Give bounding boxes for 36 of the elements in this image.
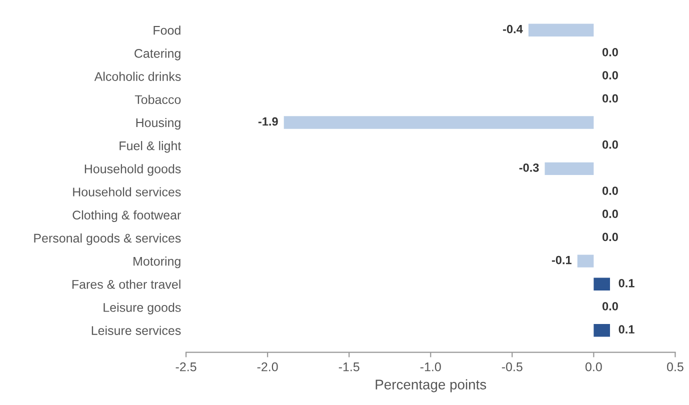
y-tick-label: Motoring xyxy=(134,256,180,268)
x-tick-label: -1.0 xyxy=(420,362,441,372)
data-label: 0.0 xyxy=(602,48,618,56)
x-tick-label: -1.5 xyxy=(338,362,360,372)
y-tick-label: Alcoholic drinks xyxy=(94,72,181,81)
data-label: 0.0 xyxy=(602,94,618,103)
data-label: 0.0 xyxy=(602,232,618,242)
x-tick-label: 0.5 xyxy=(667,362,684,372)
data-label: -0.4 xyxy=(503,24,523,34)
y-tick-label: Leisure services xyxy=(92,326,181,336)
x-axis-title: Percentage points xyxy=(376,379,486,392)
y-tick-label: Tobacco xyxy=(134,94,181,104)
x-tick-label: -2.5 xyxy=(176,362,196,372)
data-label: 0.0 xyxy=(602,71,618,80)
y-tick-label: Clothing & footwear xyxy=(72,210,181,222)
data-label: -0.3 xyxy=(519,163,539,172)
y-tick-label: Catering xyxy=(134,48,180,60)
y-tick-label: Personal goods & services xyxy=(34,233,181,246)
y-tick-label: Fares & other travel xyxy=(72,280,180,289)
data-label: 0.0 xyxy=(602,186,618,195)
data-label: 0.0 xyxy=(602,210,618,218)
y-tick-label: Fuel & light xyxy=(120,141,182,153)
x-tick-label: 0.0 xyxy=(585,362,602,372)
y-tick-label: Housing xyxy=(136,118,180,130)
data-label: -0.1 xyxy=(552,256,572,264)
y-tick-label: Household services xyxy=(73,187,181,196)
data-label: 0.0 xyxy=(602,140,618,149)
y-tick-label: Food xyxy=(154,26,180,35)
data-label: 0.0 xyxy=(602,302,618,310)
data-label: 0.1 xyxy=(618,325,634,334)
x-tick-label: -0.5 xyxy=(502,362,522,372)
y-tick-label: Household goods xyxy=(84,164,181,176)
data-label: 0.1 xyxy=(618,278,634,288)
data-label: -1.9 xyxy=(258,117,278,126)
x-tick-label: -2.0 xyxy=(257,362,278,372)
y-tick-label: Leisure goods xyxy=(104,302,181,314)
